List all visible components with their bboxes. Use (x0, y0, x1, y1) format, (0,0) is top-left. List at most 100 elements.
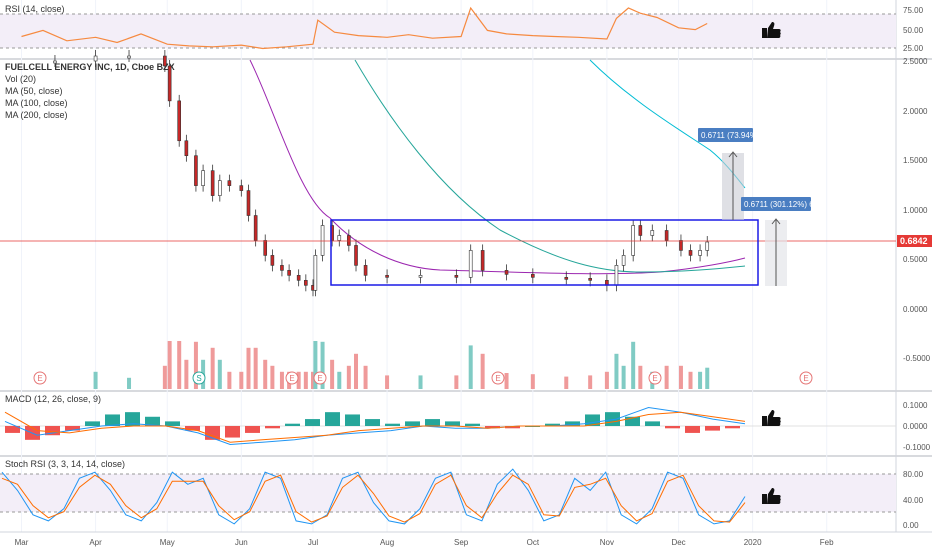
volume-bar (621, 365, 626, 389)
rsi-band (0, 14, 896, 48)
range-rectangle[interactable] (330, 219, 759, 286)
volume-bar (604, 371, 609, 389)
macd-bar (645, 421, 660, 426)
macd-bar (405, 421, 420, 426)
event-letter: S (196, 374, 201, 383)
volume-bar (588, 375, 593, 389)
candle-body (227, 180, 232, 186)
event-letter: E (289, 374, 294, 383)
candle-body (163, 55, 167, 67)
rsi-tick-25: 25.00 (903, 44, 924, 53)
candle-body (705, 241, 710, 251)
earnings-event-marker[interactable]: E (33, 371, 47, 385)
macd-bar (685, 426, 700, 433)
volume-bar (167, 341, 172, 389)
stoch-k-line (1, 468, 746, 525)
stoch-tick: 80.00 (903, 470, 924, 479)
macd-bar (145, 416, 160, 426)
macd-pane[interactable]: MACD (12, 26, close, 9) 0.1000 0.0000 -0… (0, 394, 931, 452)
price-tick: 0.5000 (903, 255, 928, 264)
candle-body (246, 190, 251, 216)
ma50-line (249, 59, 746, 275)
price-tick: 1.5000 (903, 156, 928, 165)
macd-bar (185, 426, 200, 431)
earnings-event-marker[interactable]: E (799, 371, 813, 385)
price-tick: 2.0000 (903, 107, 928, 116)
event-circle (491, 371, 505, 385)
candle-body (621, 255, 626, 266)
candlesticks (53, 50, 710, 297)
candle-body (688, 250, 693, 256)
legend-vol: Vol (20) (5, 74, 36, 84)
rsi-line (21, 6, 708, 50)
candle-body (53, 60, 57, 64)
price-tick: -0.5000 (903, 354, 931, 363)
rsi-pane[interactable]: RSI (14, close) 75.00 50.00 25.00 (0, 4, 924, 53)
candle-body (531, 274, 535, 278)
macd-histogram (5, 412, 740, 440)
volume-bar (337, 371, 342, 389)
volume-bar (504, 373, 509, 389)
earnings-event-marker[interactable]: E (313, 371, 327, 385)
macd-bar (725, 426, 740, 429)
macd-bar (325, 412, 340, 426)
stoch-band (0, 474, 896, 512)
macd-bar (585, 414, 600, 426)
price-tick: 0.0000 (903, 305, 928, 314)
volume-bar (698, 371, 703, 389)
event-circle (33, 371, 47, 385)
time-tick: Nov (600, 538, 614, 547)
event-circle (192, 371, 206, 385)
macd-title: MACD (12, 26, close, 9) (5, 394, 101, 404)
macd-bar (665, 426, 680, 429)
earnings-event-marker[interactable]: E (285, 371, 299, 385)
candle-body (210, 170, 215, 196)
thumbs-up-icon (762, 488, 781, 504)
macd-bar (245, 426, 260, 433)
volume-bar (354, 353, 359, 389)
volume-bar (418, 375, 423, 389)
candle-body (650, 230, 655, 236)
time-tick: Sep (454, 538, 469, 547)
stoch-pane[interactable]: Stoch RSI (3, 3, 14, 14, close) 80.00 40… (0, 459, 924, 530)
legend-ma200: MA (200, close) (5, 110, 68, 120)
candle-body (296, 275, 301, 281)
candle-body (270, 255, 275, 266)
candle-body (127, 55, 131, 59)
macd-bar (365, 419, 380, 426)
thumbs-up-icon (762, 22, 781, 38)
candle-body (588, 278, 592, 281)
volume-bar (210, 347, 215, 389)
symbol-title: FUELCELL ENERGY INC, 1D, Cboe BZX (5, 62, 175, 72)
volume-bar (468, 345, 473, 389)
volume-bar (227, 371, 232, 389)
price-axis[interactable]: 2.5000 2.0000 1.5000 1.0000 0.5000 0.000… (903, 57, 931, 363)
price-tick: 1.0000 (903, 206, 928, 215)
candle-body (504, 270, 509, 275)
time-tick: Oct (527, 538, 540, 547)
event-circle (648, 371, 662, 385)
volume-bar (296, 371, 301, 389)
price-pane[interactable]: FUELCELL ENERGY INC, 1D, Cboe BZX Vol (2… (0, 50, 932, 389)
last-price-box: 0.6842 (897, 235, 932, 247)
macd-bar (285, 423, 300, 426)
volume-bar (239, 371, 244, 389)
split-event-marker[interactable]: S (192, 371, 206, 385)
volume-bar (330, 359, 335, 389)
measure-tool-2[interactable]: 0.6711 (301.12%) 6711 (741, 197, 827, 286)
measure-tool-1[interactable]: 0.6711 (73.94%) 6711 (698, 128, 780, 220)
event-markers[interactable]: E S E E E E E (33, 371, 813, 385)
macd-bar (45, 426, 60, 436)
macd-bar (445, 421, 460, 426)
earnings-event-marker[interactable]: E (648, 371, 662, 385)
volume-bar (705, 367, 710, 389)
time-axis[interactable]: Mar Apr May Jun Jul Aug Sep Oct Nov Dec 2020 Feb (15, 538, 835, 547)
candle-body (313, 255, 318, 291)
candle-body (304, 280, 308, 286)
volume-bar (246, 347, 251, 389)
ma100-line (354, 59, 746, 273)
candle-body (614, 265, 619, 286)
price-legend: FUELCELL ENERGY INC, 1D, Cboe BZX Vol (2… (5, 62, 175, 120)
earnings-event-marker[interactable]: E (491, 371, 505, 385)
